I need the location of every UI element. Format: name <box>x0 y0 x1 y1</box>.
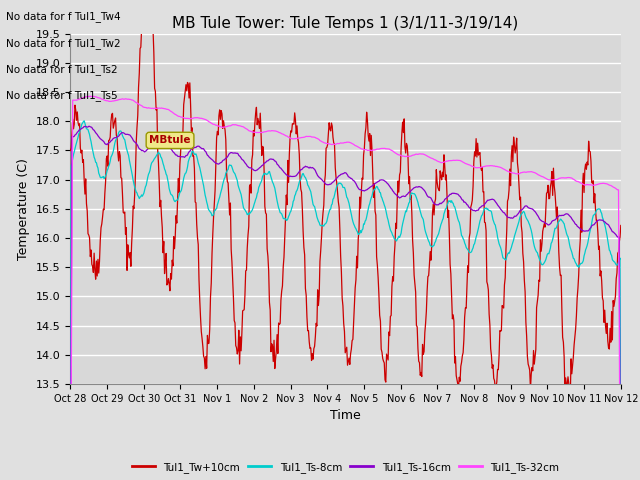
Text: MBtule: MBtule <box>149 135 191 145</box>
X-axis label: Time: Time <box>330 409 361 422</box>
Title: MB Tule Tower: Tule Temps 1 (3/1/11-3/19/14): MB Tule Tower: Tule Temps 1 (3/1/11-3/19… <box>172 16 519 31</box>
Text: No data for f Tul1_Tw2: No data for f Tul1_Tw2 <box>6 37 121 48</box>
Text: No data for f Tul1_Ts5: No data for f Tul1_Ts5 <box>6 90 118 101</box>
Text: No data for f Tul1_Ts2: No data for f Tul1_Ts2 <box>6 64 118 75</box>
Y-axis label: Temperature (C): Temperature (C) <box>17 158 30 260</box>
Text: No data for f Tul1_Tw4: No data for f Tul1_Tw4 <box>6 11 121 22</box>
Legend: Tul1_Tw+10cm, Tul1_Ts-8cm, Tul1_Ts-16cm, Tul1_Ts-32cm: Tul1_Tw+10cm, Tul1_Ts-8cm, Tul1_Ts-16cm,… <box>128 457 563 477</box>
